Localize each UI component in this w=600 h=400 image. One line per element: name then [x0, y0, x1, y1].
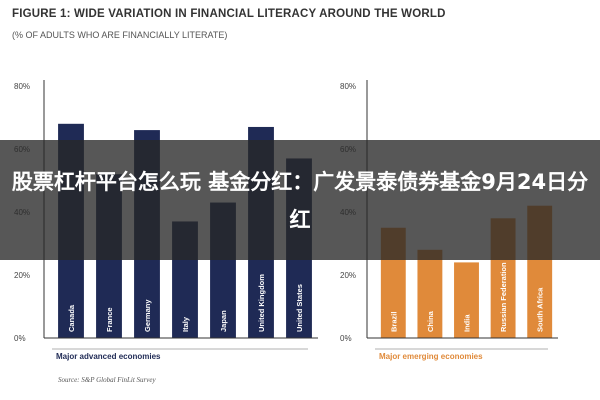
- category-label: India: [463, 314, 472, 332]
- category-label: South Africa: [536, 287, 545, 332]
- y-tick-label: 20%: [340, 271, 356, 280]
- category-label: Japan: [219, 310, 228, 332]
- category-label: Brazil: [389, 312, 398, 332]
- bar: [454, 262, 479, 338]
- overlay-banner: 股票杠杆平台怎么玩 基金分红：广发景泰债券基金9月24日分红: [0, 140, 600, 260]
- group-label: Major advanced economies: [56, 352, 161, 361]
- category-label: United Kingdom: [257, 274, 266, 332]
- y-tick-label: 80%: [340, 82, 356, 91]
- category-label: Germany: [143, 299, 152, 332]
- category-label: United States: [295, 284, 304, 332]
- y-tick-label: 0%: [14, 334, 26, 343]
- group-label: Major emerging economies: [379, 352, 483, 361]
- category-label: Italy: [181, 316, 190, 332]
- y-tick-label: 80%: [14, 82, 30, 91]
- category-label: China: [426, 310, 435, 332]
- bar: [417, 249, 443, 338]
- chart-subtitle: (% OF ADULTS WHO ARE FINANCIALLY LITERAT…: [12, 30, 228, 40]
- category-label: France: [105, 307, 114, 332]
- y-tick-label: 20%: [14, 271, 30, 280]
- category-label: Russian Federation: [499, 262, 508, 332]
- source-note: Source: S&P Global FinLit Survey: [58, 376, 156, 384]
- overlay-text: 股票杠杆平台怎么玩 基金分红：广发景泰债券基金9月24日分红: [11, 170, 589, 232]
- chart-title: FIGURE 1: WIDE VARIATION IN FINANCIAL LI…: [12, 8, 446, 20]
- category-label: Canada: [67, 304, 76, 332]
- y-tick-label: 0%: [340, 334, 352, 343]
